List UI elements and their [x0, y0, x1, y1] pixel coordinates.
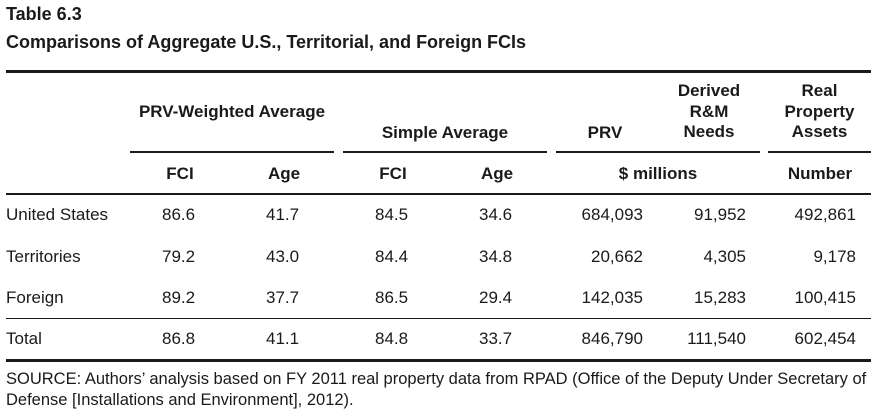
cell-simple-age: 34.6 — [479, 205, 513, 224]
cell-weighted-age: 43.0 — [266, 247, 300, 266]
top-rule — [6, 70, 871, 73]
cell-prv: 142,035 — [581, 288, 643, 307]
cell-prv: 846,790 — [581, 329, 643, 348]
row-label: United States — [6, 205, 109, 224]
cell-assets: 9,178 — [813, 247, 856, 266]
cell-simple-fci: 84.4 — [375, 247, 409, 266]
row-label: Total — [6, 329, 42, 348]
table-title: Comparisons of Aggregate U.S., Territori… — [6, 32, 527, 52]
row-label: Territories — [6, 247, 81, 266]
cell-rm-needs: 91,952 — [694, 205, 746, 224]
cell-weighted-fci: 89.2 — [162, 288, 196, 307]
table-label: Table 6.3 — [6, 4, 82, 24]
row-label: Foreign — [6, 288, 64, 307]
cell-weighted-age: 41.1 — [266, 329, 300, 348]
cell-assets: 602,454 — [794, 329, 856, 348]
subheader-millions: $ millions — [618, 164, 698, 183]
subheader-age-weighted: Age — [267, 164, 301, 183]
subheader-fci-weighted: FCI — [166, 164, 194, 183]
header-derived-rm-needs: Derived R&M Needs — [677, 81, 741, 141]
cell-weighted-age: 37.7 — [266, 288, 300, 307]
cell-rm-needs: 4,305 — [703, 247, 746, 266]
cell-weighted-age: 41.7 — [266, 205, 300, 224]
cell-simple-age: 34.8 — [479, 247, 513, 266]
header-prv: PRV — [587, 123, 623, 142]
cell-simple-age: 29.4 — [479, 288, 513, 307]
subheader-age-simple: Age — [480, 164, 514, 183]
group-rule-simple — [343, 151, 547, 153]
cell-weighted-fci: 86.6 — [162, 205, 196, 224]
subheader-fci-simple: FCI — [379, 164, 407, 183]
cell-prv: 684,093 — [581, 205, 643, 224]
cell-weighted-fci: 86.8 — [162, 329, 196, 348]
cell-simple-fci: 84.8 — [375, 329, 409, 348]
subheader-number: Number — [787, 164, 853, 183]
cell-prv: 20,662 — [591, 247, 643, 266]
cell-assets: 100,415 — [794, 288, 856, 307]
group-rule-prv-weighted — [130, 151, 334, 153]
cell-rm-needs: 15,283 — [694, 288, 746, 307]
cell-rm-needs: 111,540 — [687, 329, 746, 348]
source-note: SOURCE: Authors’ analysis based on FY 20… — [6, 370, 867, 409]
bottom-rule — [6, 359, 871, 362]
cell-simple-fci: 84.5 — [375, 205, 409, 224]
group-rule-millions — [556, 151, 760, 153]
cell-assets: 492,861 — [794, 205, 856, 224]
cell-simple-age: 33.7 — [479, 329, 513, 348]
header-prv-weighted-average: PRV-Weighted Average — [138, 102, 326, 121]
header-simple-average: Simple Average — [381, 123, 509, 142]
header-real-property-assets: Real Property Assets — [784, 81, 855, 141]
group-rule-number — [768, 151, 871, 153]
total-rule — [6, 318, 871, 319]
cell-simple-fci: 86.5 — [375, 288, 409, 307]
header-bottom-rule — [6, 193, 871, 195]
cell-weighted-fci: 79.2 — [162, 247, 196, 266]
